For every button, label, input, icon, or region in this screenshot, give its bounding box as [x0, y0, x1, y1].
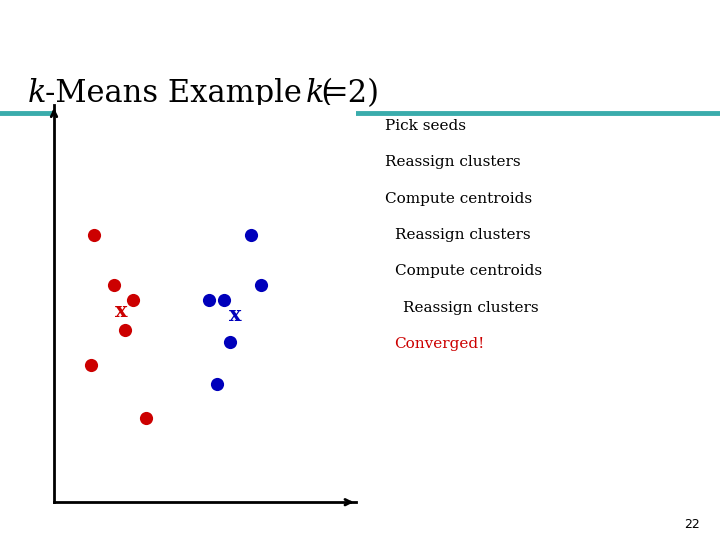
Point — [211, 380, 222, 388]
Point — [255, 280, 266, 289]
Text: k: k — [27, 78, 46, 109]
Text: Point Assignment: Point Assignment — [480, 11, 600, 24]
Point — [245, 231, 256, 239]
Text: k: k — [306, 78, 325, 109]
Text: x: x — [229, 305, 242, 325]
Point — [218, 295, 230, 304]
Text: -Means Example  (: -Means Example ( — [45, 78, 333, 109]
Text: Converged!: Converged! — [395, 337, 485, 351]
Text: 22: 22 — [684, 518, 700, 531]
Point — [225, 338, 236, 346]
Text: Pick seeds: Pick seeds — [385, 119, 467, 133]
Point — [140, 414, 152, 423]
Text: x: x — [115, 301, 127, 321]
Text: Reassign clusters: Reassign clusters — [395, 228, 530, 242]
Point — [85, 361, 96, 369]
Text: Reassign clusters: Reassign clusters — [403, 301, 539, 315]
Text: Compute centroids: Compute centroids — [385, 192, 532, 206]
Point — [119, 326, 130, 335]
Point — [203, 295, 215, 304]
Text: Compute centroids: Compute centroids — [395, 265, 541, 279]
Text: Clustering: Clustering — [145, 11, 215, 24]
Text: Reassign clusters: Reassign clusters — [385, 156, 521, 170]
Text: =2): =2) — [323, 78, 379, 109]
Point — [89, 231, 100, 239]
Point — [109, 280, 120, 289]
Point — [127, 295, 139, 304]
